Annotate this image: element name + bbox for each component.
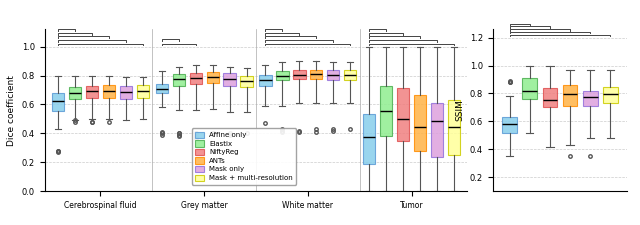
PathPatch shape <box>543 88 557 108</box>
PathPatch shape <box>189 73 202 84</box>
PathPatch shape <box>363 114 375 164</box>
PathPatch shape <box>502 117 517 133</box>
Y-axis label: SSIM: SSIM <box>455 99 464 121</box>
PathPatch shape <box>223 73 236 86</box>
PathPatch shape <box>173 74 185 86</box>
PathPatch shape <box>583 91 598 106</box>
PathPatch shape <box>276 71 289 80</box>
PathPatch shape <box>327 70 339 80</box>
PathPatch shape <box>397 88 409 141</box>
PathPatch shape <box>431 103 443 157</box>
PathPatch shape <box>259 75 271 86</box>
PathPatch shape <box>293 70 305 79</box>
Legend: Affine only, Elastix, NiftyReg, ANTs, Mask only, Mask + multi-resolution: Affine only, Elastix, NiftyReg, ANTs, Ma… <box>192 128 296 184</box>
PathPatch shape <box>86 86 98 98</box>
PathPatch shape <box>380 86 392 136</box>
PathPatch shape <box>103 85 115 98</box>
PathPatch shape <box>448 100 460 155</box>
PathPatch shape <box>344 70 356 80</box>
PathPatch shape <box>137 85 149 98</box>
PathPatch shape <box>52 93 64 111</box>
PathPatch shape <box>310 70 323 79</box>
PathPatch shape <box>241 76 253 87</box>
PathPatch shape <box>207 72 219 83</box>
Y-axis label: Dice coefficient: Dice coefficient <box>7 75 16 146</box>
PathPatch shape <box>414 95 426 151</box>
PathPatch shape <box>563 85 577 106</box>
PathPatch shape <box>603 87 618 103</box>
PathPatch shape <box>522 78 537 99</box>
PathPatch shape <box>69 87 81 99</box>
PathPatch shape <box>156 84 168 93</box>
PathPatch shape <box>120 86 132 99</box>
